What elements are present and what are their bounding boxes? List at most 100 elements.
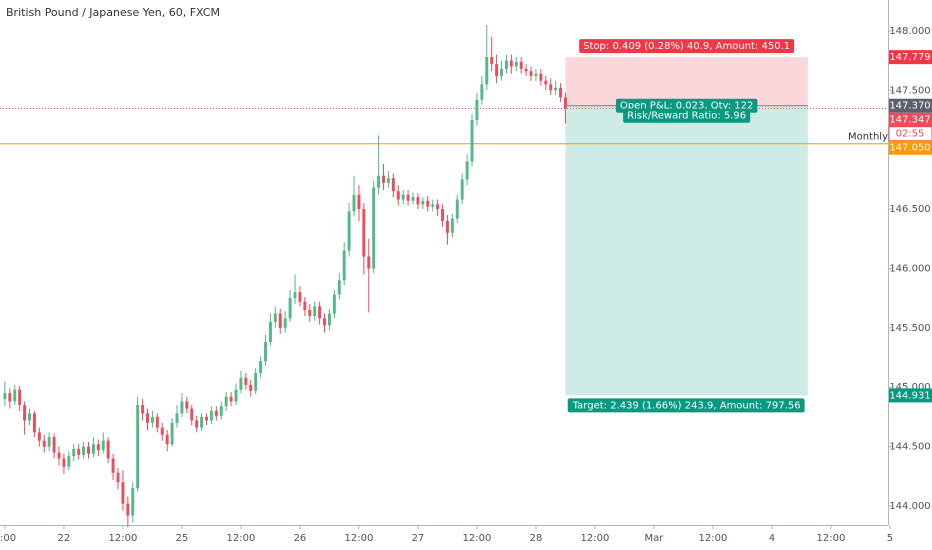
x-tick-label: 25 bbox=[176, 533, 189, 544]
candle-body bbox=[539, 73, 543, 81]
candle-body bbox=[224, 396, 228, 407]
price-label-text: 147.370 bbox=[889, 101, 930, 112]
candle-body bbox=[185, 401, 189, 409]
candle-body bbox=[426, 200, 430, 207]
candle-body bbox=[87, 446, 90, 454]
candle-body bbox=[318, 306, 322, 319]
candle-body bbox=[47, 437, 51, 447]
candle-body bbox=[283, 318, 287, 328]
x-tick-label: 12:00 bbox=[227, 533, 256, 544]
candle-body bbox=[544, 80, 548, 85]
candle-body bbox=[347, 211, 351, 251]
candle-body bbox=[519, 61, 523, 69]
candle-body bbox=[273, 313, 277, 322]
candle-body bbox=[111, 458, 115, 473]
candle-body bbox=[52, 437, 56, 453]
target-zone bbox=[565, 105, 808, 396]
price-label-text: 147.347 bbox=[889, 115, 930, 126]
y-tick-label: 145.000 bbox=[889, 382, 930, 393]
candle-body bbox=[160, 427, 164, 435]
candle-body bbox=[3, 393, 7, 400]
candle-body bbox=[165, 434, 169, 445]
y-tick-label: 144.000 bbox=[889, 501, 930, 512]
candle-body bbox=[8, 393, 12, 402]
candle-body bbox=[249, 384, 253, 391]
price-label: 147.779 bbox=[889, 50, 932, 65]
candle-body bbox=[450, 218, 454, 233]
x-tick-label: 12:00 bbox=[817, 533, 846, 544]
candle-body bbox=[18, 389, 22, 406]
candle-body bbox=[416, 197, 420, 205]
candle-body bbox=[529, 71, 533, 77]
candle-body bbox=[136, 405, 140, 489]
candle-body bbox=[67, 456, 71, 467]
candle-body bbox=[495, 64, 499, 77]
candle-body bbox=[298, 292, 302, 302]
candle-body bbox=[490, 57, 494, 65]
candle-body bbox=[323, 318, 326, 326]
candle-body bbox=[259, 361, 263, 373]
x-tick-label: 12:00 bbox=[463, 533, 492, 544]
candle-body bbox=[514, 61, 518, 67]
candle-body bbox=[106, 440, 110, 459]
price-label-box bbox=[889, 112, 932, 127]
overlay: Stop: 0.409 (0.28%) 40.9, Amount: 450.1 O… bbox=[567, 39, 805, 413]
candle-body bbox=[441, 209, 444, 221]
candle-body bbox=[234, 389, 238, 402]
candle-body bbox=[150, 416, 154, 423]
candle-body bbox=[563, 97, 567, 109]
plot-area: Monthly bbox=[0, 24, 888, 528]
candle-body bbox=[303, 301, 307, 311]
candle-body bbox=[37, 432, 41, 441]
candle-body bbox=[42, 440, 46, 447]
candle-body bbox=[337, 280, 341, 295]
candle-body bbox=[91, 444, 95, 454]
candle-body bbox=[244, 377, 248, 385]
candle-body bbox=[332, 294, 336, 314]
ratio-label: Risk/Reward Ratio: 5.96 bbox=[623, 108, 751, 123]
candle-body bbox=[460, 179, 464, 200]
price-label-box bbox=[889, 140, 932, 155]
y-tick-label: 146.500 bbox=[889, 204, 930, 215]
candle-body bbox=[313, 306, 317, 316]
x-tick-label: 5 bbox=[887, 533, 893, 544]
candle-body bbox=[57, 452, 61, 459]
x-tick-label: 12:00 bbox=[699, 533, 728, 544]
candle-body bbox=[475, 99, 479, 120]
candle-body bbox=[445, 220, 449, 233]
candle-body bbox=[509, 60, 513, 67]
y-tick-label: 145.500 bbox=[889, 323, 930, 334]
x-tick-label: Mar bbox=[645, 533, 665, 544]
stop-label: Stop: 0.409 (0.28%) 40.9, Amount: 450.1 bbox=[579, 39, 795, 54]
price-label-text: 147.050 bbox=[889, 143, 930, 154]
candle-body bbox=[401, 194, 405, 200]
target-label-text: Target: 2.439 (1.66%) 243.9, Amount: 797… bbox=[572, 400, 801, 411]
candle-body bbox=[470, 119, 474, 162]
stop-zone bbox=[565, 57, 808, 106]
candle-body bbox=[229, 396, 233, 402]
candle-body bbox=[219, 406, 223, 416]
candle-body bbox=[239, 377, 243, 390]
candle-body bbox=[278, 313, 282, 328]
candle-body bbox=[455, 199, 459, 219]
candle-body bbox=[391, 178, 395, 192]
price-label: 147.347 02:55 bbox=[888, 112, 932, 142]
price-label-text: 147.779 bbox=[889, 52, 930, 63]
y-tick-label: 147.500 bbox=[889, 85, 930, 96]
x-tick-label: 28 bbox=[530, 533, 543, 544]
candle-body bbox=[327, 313, 331, 326]
y-tick-label: 146.000 bbox=[889, 263, 930, 274]
candle-body bbox=[264, 342, 267, 362]
candle-body bbox=[377, 175, 381, 188]
candle-body bbox=[382, 175, 385, 183]
x-tick-label: 12:00 bbox=[581, 533, 610, 544]
candle-body bbox=[190, 408, 194, 421]
level-label: Monthly bbox=[848, 132, 888, 143]
candle-body bbox=[293, 292, 297, 299]
candle-body bbox=[141, 405, 145, 414]
candle-body bbox=[485, 57, 489, 85]
candle-body bbox=[406, 194, 410, 201]
candle-body bbox=[504, 60, 508, 69]
candle-body bbox=[357, 194, 361, 210]
